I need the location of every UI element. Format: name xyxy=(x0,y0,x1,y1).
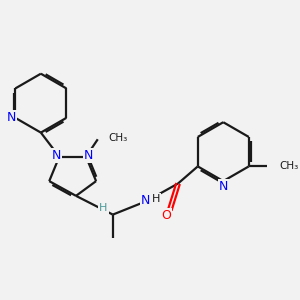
Text: N: N xyxy=(141,194,150,207)
Text: H: H xyxy=(152,194,160,204)
Text: N: N xyxy=(219,180,228,193)
Text: N: N xyxy=(84,148,93,161)
Text: H: H xyxy=(99,203,108,213)
Text: O: O xyxy=(161,209,171,222)
Text: N: N xyxy=(7,111,16,124)
Text: CH₃: CH₃ xyxy=(279,161,298,171)
Text: N: N xyxy=(52,148,61,161)
Text: CH₃: CH₃ xyxy=(109,133,128,142)
